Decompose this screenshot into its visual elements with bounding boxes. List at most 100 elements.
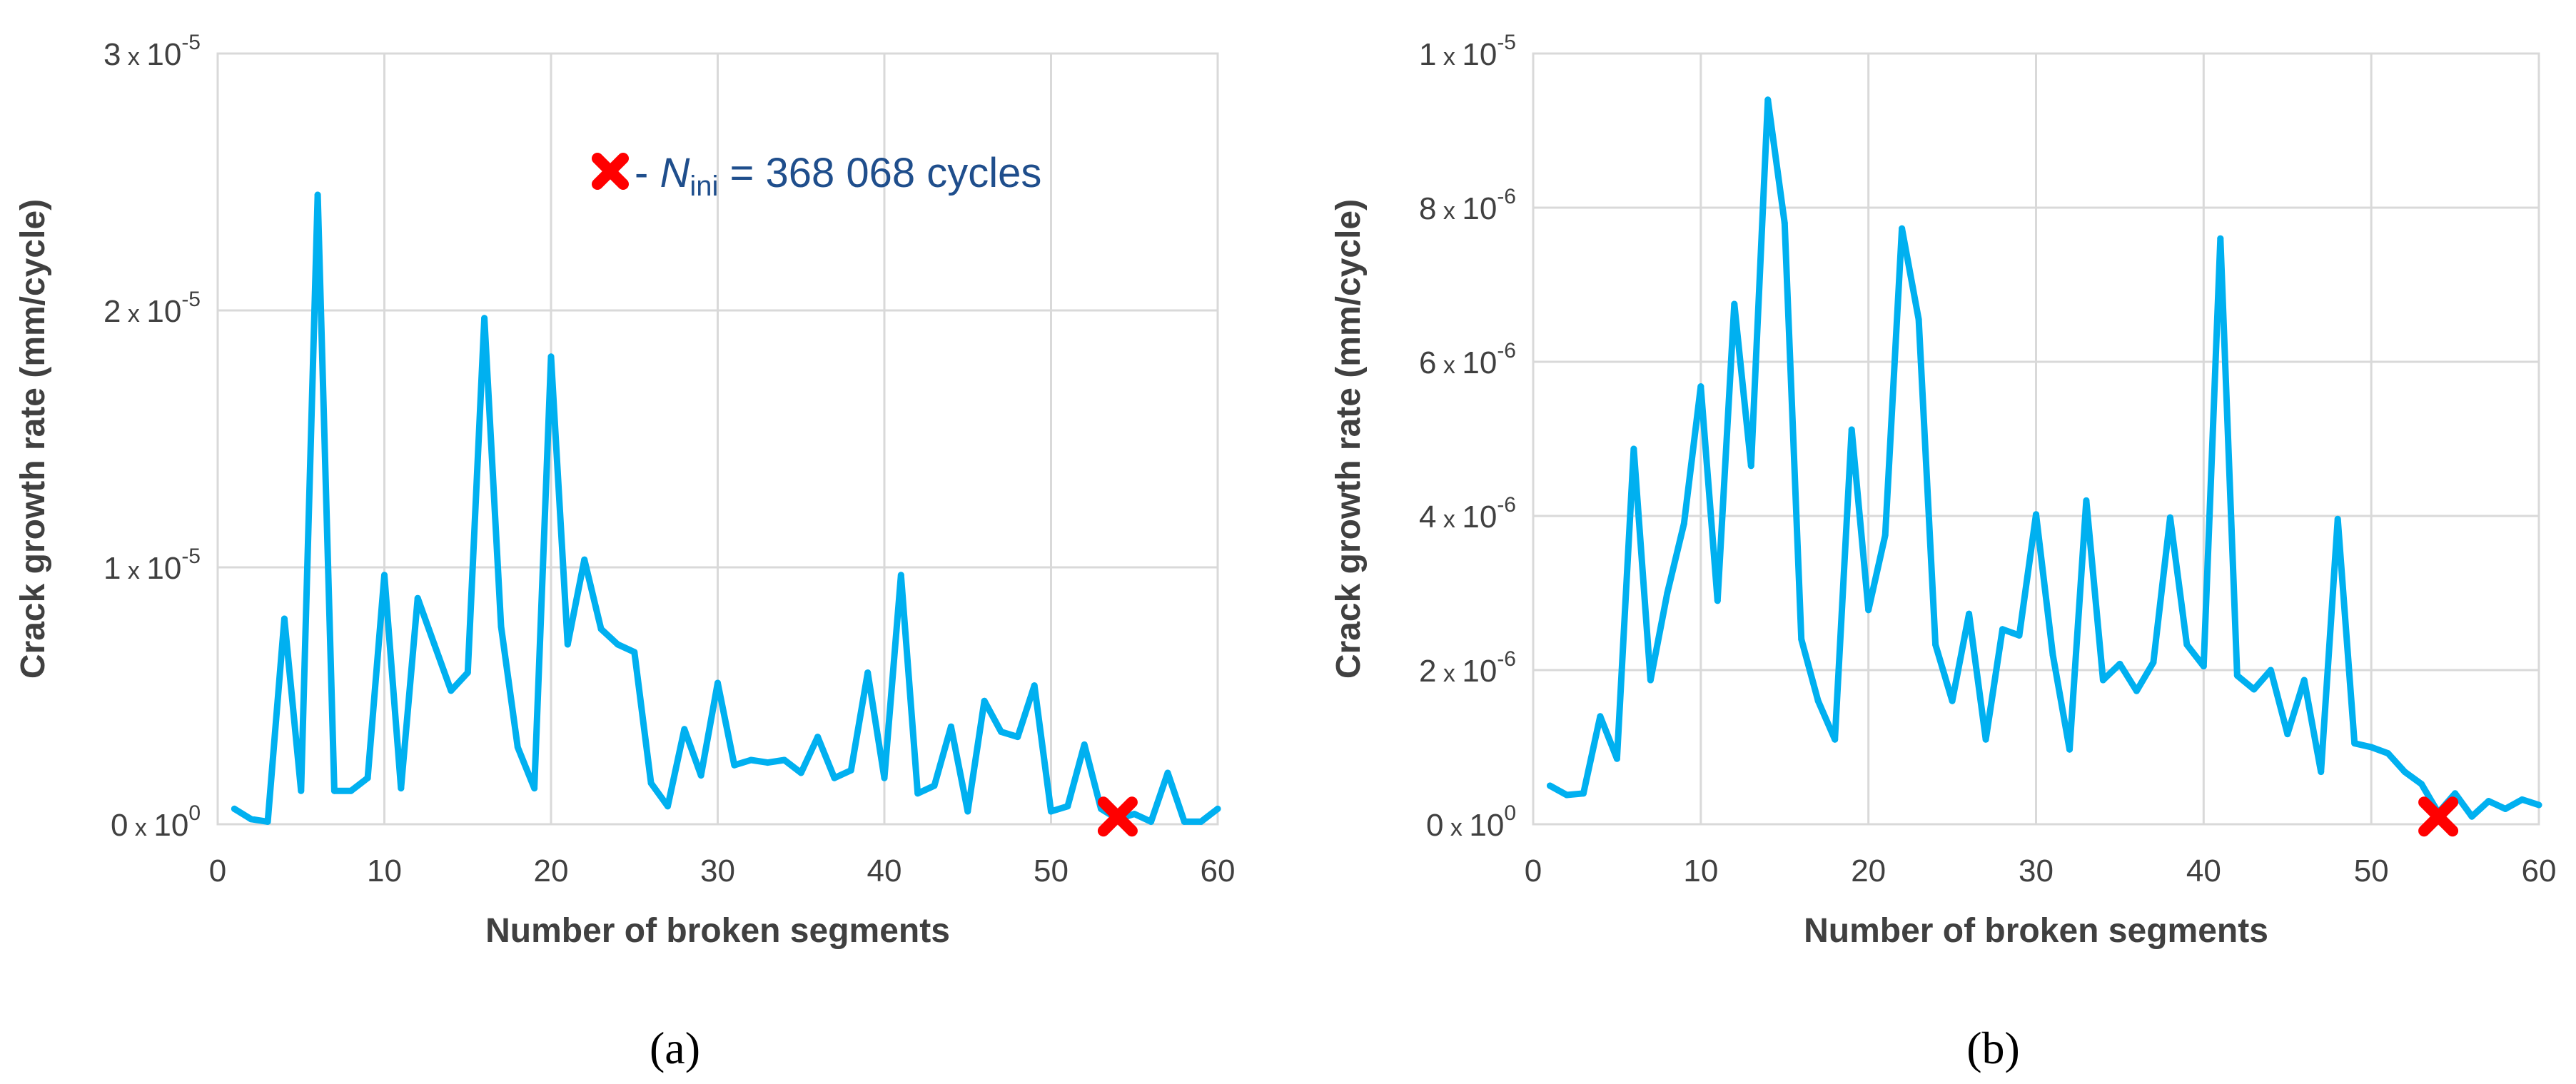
y-axis-title: Crack growth rate (mm/cycle) [14, 199, 52, 679]
data-point [581, 556, 588, 563]
data-point [2468, 813, 2475, 820]
data-point [2217, 235, 2224, 242]
data-point [448, 687, 455, 694]
data-point [964, 808, 971, 815]
data-point [564, 641, 571, 648]
data-point [1781, 220, 1788, 227]
data-point [281, 615, 288, 622]
data-point [2083, 497, 2090, 504]
series-line [231, 191, 1221, 825]
data-point [531, 785, 538, 792]
data-point [1580, 790, 1587, 797]
data-point [414, 594, 421, 602]
data-point [298, 787, 305, 794]
data-point [1214, 805, 1221, 812]
data-point [597, 625, 605, 632]
y-axis-title: Crack growth rate (mm/cycle) [1330, 199, 1368, 679]
data-point [697, 772, 704, 779]
data-point [2066, 746, 2073, 753]
data-point [1966, 610, 1973, 617]
x-tick-label: 30 [700, 853, 735, 888]
data-point [481, 315, 488, 322]
data-point [497, 623, 505, 630]
data-point [1647, 677, 1654, 684]
data-point [2251, 686, 2258, 693]
data-point [2099, 677, 2106, 684]
data-point [2418, 781, 2425, 788]
data-point [2133, 687, 2140, 694]
data-point [1014, 734, 1021, 741]
data-point [330, 787, 338, 794]
data-point [1546, 782, 1553, 789]
data-point [547, 353, 555, 360]
data-point [2318, 769, 2325, 776]
data-point [947, 723, 954, 730]
data-point [348, 787, 355, 794]
data-point [1848, 426, 1855, 433]
data-point [2049, 651, 2056, 658]
data-point [914, 790, 921, 797]
y-tick-label: 4 x 10-6 [1419, 493, 1516, 535]
data-point [1865, 607, 1872, 614]
data-point [1731, 300, 1738, 308]
data-point [2033, 511, 2039, 518]
data-point [2300, 677, 2308, 684]
data-point [314, 191, 321, 198]
y-tick-label: 2 x 10-5 [103, 288, 201, 329]
data-point [1048, 808, 1054, 815]
data-point [1949, 697, 1956, 704]
data-point [2334, 515, 2341, 522]
data-point [1915, 316, 1922, 323]
x-axis-title: Number of broken segments [485, 912, 950, 950]
n-ini-marker [2418, 796, 2459, 837]
data-point [2519, 796, 2526, 803]
data-point [647, 779, 655, 786]
data-point [831, 774, 838, 781]
data-point [2200, 663, 2207, 670]
x-tick-label: 40 [2186, 853, 2221, 888]
data-point [2452, 790, 2459, 797]
data-point [1747, 462, 1754, 470]
panel-label: (a) [650, 1023, 700, 1073]
data-point [364, 774, 371, 781]
y-tick-label: 6 x 10-6 [1419, 339, 1516, 380]
data-point [1814, 697, 1822, 704]
data-point [1064, 803, 1071, 810]
data-point [997, 728, 1004, 735]
data-point [431, 641, 438, 648]
data-point [1148, 818, 1155, 825]
data-point [847, 766, 854, 774]
data-point [681, 726, 688, 733]
chart-panel-a: 0 10 20 30 40 50 60 0 x 100 1 x 10-5 2 x 10-5 3 x … [14, 31, 1235, 1073]
chart-panel-b: 0 10 20 30 40 50 60 0 x 100 2 x 10-6 4 x 10-6 6 x … [1330, 31, 2556, 1073]
x-tick-label: 50 [1034, 853, 1069, 888]
data-point [814, 734, 822, 741]
data-point [1899, 225, 1906, 232]
y-tick-label: 0 x 100 [111, 801, 201, 843]
legend: - Nini = 368 068 cycles [592, 150, 1041, 202]
x-tick-label: 50 [2354, 853, 2389, 888]
data-point [1982, 736, 1989, 743]
data-point [1798, 636, 1805, 643]
data-point [781, 756, 788, 764]
data-point [1081, 741, 1088, 748]
data-point [631, 649, 638, 656]
y-tick-label: 1 x 10-5 [1419, 31, 1516, 72]
data-point [248, 816, 255, 823]
data-point [2166, 514, 2173, 521]
x-tick-label: 10 [367, 853, 402, 888]
data-point [398, 785, 405, 792]
data-point [797, 769, 804, 776]
data-point [1198, 818, 1205, 825]
data-point [2116, 660, 2123, 667]
data-point [664, 803, 671, 810]
data-point [1932, 641, 1939, 648]
x-axis-title: Number of broken segments [1804, 912, 2268, 950]
data-point [1597, 713, 1604, 720]
data-point [2351, 740, 2358, 747]
data-point [731, 761, 738, 769]
data-point [2368, 744, 2375, 751]
x-tick-label: 30 [2019, 853, 2054, 888]
data-point [864, 669, 872, 677]
